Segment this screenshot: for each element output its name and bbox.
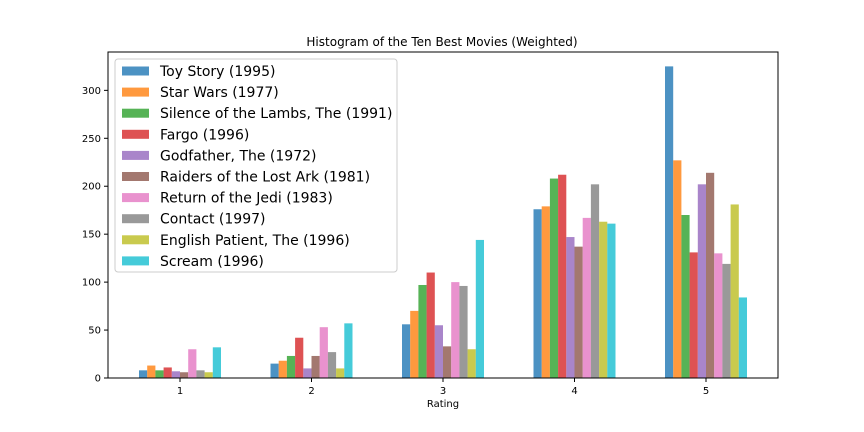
bar-9-rating-1 [204, 372, 213, 378]
y-tick-label: 100 [82, 278, 101, 289]
y-tick-label: 0 [95, 374, 101, 385]
legend-swatch-2 [122, 87, 149, 97]
bar-5-rating-3 [434, 325, 443, 378]
bar-3-rating-2 [286, 355, 296, 378]
bar-1-rating-1 [139, 370, 148, 378]
bar-1-rating-5 [665, 66, 674, 378]
x-tick-label: 1 [177, 386, 183, 397]
bar-4-rating-5 [689, 252, 698, 378]
legend-swatch-8 [122, 214, 149, 224]
bar-7-rating-2 [319, 327, 328, 378]
bar-3-rating-4 [549, 178, 559, 378]
legend-label-3: Silence of the Lambs, The (1991) [160, 106, 392, 122]
x-tick-label: 2 [308, 386, 314, 397]
bar-4-rating-1 [163, 367, 172, 378]
bar-7-rating-4 [582, 217, 591, 378]
legend-box [114, 58, 398, 273]
x-axis: 1 2 3 4 5 [177, 378, 709, 397]
legend-label-8: Contact (1997) [160, 212, 265, 228]
bar-9-rating-4 [599, 221, 608, 378]
y-tick-label: 50 [88, 326, 101, 337]
bar-6-rating-5 [706, 172, 715, 378]
bar-2-rating-2 [278, 360, 287, 378]
x-tick-label: 4 [571, 386, 577, 397]
bar-1-rating-2 [270, 363, 279, 378]
legend-swatch-9 [122, 235, 149, 245]
bar-8-rating-1 [196, 370, 205, 378]
bar-9-rating-2 [336, 368, 345, 378]
y-tick-label: 200 [82, 182, 101, 193]
legend-swatch-3 [122, 108, 149, 118]
x-tick-label: 3 [440, 386, 446, 397]
bar-8-rating-3 [459, 285, 468, 378]
y-axis: 0 50 100 150 200 250 300 [82, 86, 108, 385]
legend-swatch-5 [122, 150, 149, 160]
y-tick-label: 150 [82, 230, 101, 241]
bar-8-rating-5 [722, 263, 731, 378]
bar-6-rating-4 [574, 246, 583, 378]
bar-10-rating-4 [607, 223, 616, 378]
legend-swatch-7 [122, 193, 149, 203]
bar-10-rating-3 [475, 239, 484, 378]
legend-label-4: Fargo (1996) [160, 127, 249, 143]
bars-group [139, 66, 747, 378]
bar-1-rating-3 [402, 324, 411, 378]
bar-8-rating-4 [590, 184, 600, 378]
bar-10-rating-1 [212, 347, 221, 378]
bar-3-rating-5 [681, 215, 690, 378]
bar-9-rating-5 [730, 204, 739, 378]
bar-6-rating-2 [311, 355, 320, 378]
legend-label-1: Toy Story (1995) [159, 64, 275, 80]
x-axis-label: Rating [427, 399, 459, 410]
bar-3-rating-1 [155, 370, 164, 378]
bar-4-rating-2 [295, 337, 304, 378]
y-tick-label: 250 [82, 134, 101, 145]
bar-4-rating-3 [426, 272, 435, 378]
bar-3-rating-3 [418, 284, 427, 378]
legend-label-2: Star Wars (1977) [160, 85, 279, 101]
bar-5-rating-5 [697, 184, 706, 378]
legend-label-10: Scream (1996) [160, 254, 264, 270]
bar-10-rating-5 [738, 297, 747, 378]
bar-7-rating-5 [714, 253, 723, 378]
bar-10-rating-2 [344, 323, 353, 378]
chart-title: Histogram of the Ten Best Movies (Weight… [306, 35, 577, 49]
bar-6-rating-3 [443, 346, 452, 378]
bar-2-rating-3 [410, 310, 419, 378]
bar-8-rating-2 [327, 352, 337, 378]
bar-2-rating-5 [673, 160, 682, 378]
bar-4-rating-4 [558, 174, 567, 378]
legend-swatch-1 [122, 66, 149, 76]
bar-2-rating-1 [147, 365, 156, 378]
bar-5-rating-1 [171, 371, 180, 378]
y-tick-label: 300 [82, 86, 101, 97]
legend-label-6: Raiders of the Lost Ark (1981) [160, 170, 370, 186]
bar-5-rating-2 [303, 368, 312, 378]
bar-2-rating-4 [541, 206, 550, 378]
bar-9-rating-3 [467, 349, 476, 378]
bar-7-rating-1 [188, 349, 197, 378]
legend-label-7: Return of the Jedi (1983) [160, 191, 333, 207]
legend-swatch-10 [122, 256, 149, 266]
legend: Toy Story (1995) Star Wars (1977) Silence … [114, 58, 398, 273]
legend-label-9: English Patient, The (1996) [160, 233, 350, 249]
bar-7-rating-3 [451, 282, 460, 378]
bar-5-rating-4 [566, 237, 575, 378]
legend-label-5: Godfather, The (1972) [160, 148, 316, 164]
bar-1-rating-4 [533, 209, 542, 378]
x-tick-label: 5 [703, 386, 709, 397]
legend-swatch-4 [122, 129, 149, 139]
legend-swatch-6 [122, 172, 149, 181]
bar-6-rating-1 [180, 372, 189, 378]
